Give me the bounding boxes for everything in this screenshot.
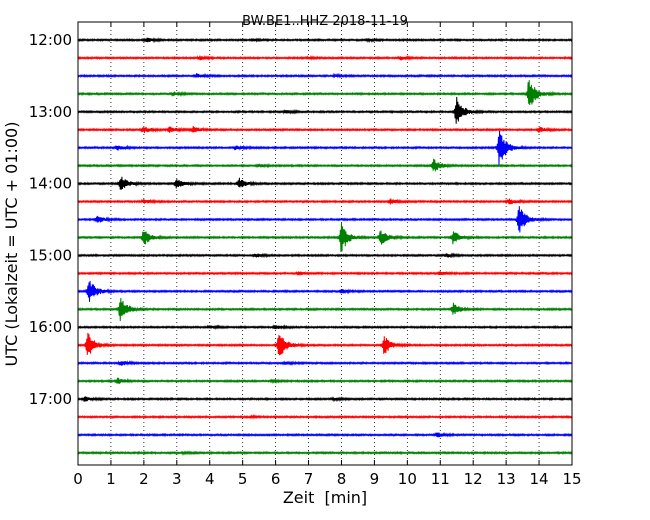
- seismic-trace-line: [77, 377, 573, 385]
- x-tick-label: 2: [139, 470, 149, 488]
- seismic-trace-line: [77, 72, 573, 79]
- x-tick-label: 5: [238, 470, 248, 488]
- seismic-trace-line: [77, 252, 573, 259]
- x-axis-label: Zeit [min]: [283, 488, 367, 507]
- seismic-trace-line: [77, 125, 573, 134]
- x-tick-label: 13: [497, 470, 516, 488]
- seismic-trace-line: [77, 333, 573, 356]
- seismic-trace-line: [77, 158, 573, 172]
- x-tick-label: 8: [337, 470, 347, 488]
- seismic-trace-line: [77, 80, 573, 105]
- seismic-trace-line: [77, 360, 573, 366]
- seismic-trace-line: [77, 413, 573, 420]
- seismic-trace-line: [77, 324, 573, 331]
- y-tick-label: 15:00: [29, 246, 72, 264]
- seismic-trace-line: [77, 270, 573, 276]
- y-tick-label: 14:00: [29, 175, 72, 193]
- seismic-trace-line: [77, 297, 573, 322]
- y-axis: 12:00 13:00 14:00 15:00 16:00 17:00: [29, 31, 83, 408]
- seismic-trace-line: [77, 450, 573, 456]
- y-tick-label: 17:00: [29, 390, 72, 408]
- y-axis-label: UTC (Lokalzeit = UTC + 01:00): [2, 122, 21, 367]
- x-tick-label: 10: [398, 470, 417, 488]
- seismic-trace-line: [77, 54, 573, 61]
- seismic-trace-line: [77, 222, 573, 253]
- seismic-trace-line: [77, 37, 573, 44]
- x-tick-label: 7: [304, 470, 314, 488]
- seismic-trace-line: [77, 176, 573, 190]
- x-tick-label: 9: [370, 470, 380, 488]
- plot-frame: [77, 21, 573, 466]
- x-tick-label: 15: [562, 470, 581, 488]
- x-tick-label: 12: [464, 470, 483, 488]
- seismic-trace-line: [77, 432, 573, 438]
- x-tick-label: 14: [530, 470, 549, 488]
- x-tick-label: 6: [271, 470, 281, 488]
- x-axis: 0 1 2 3 4 5 6 7 8 9 10 11 12 13 14 15: [73, 22, 582, 488]
- x-tick-label: 1: [106, 470, 116, 488]
- traces: [77, 37, 573, 456]
- y-tick-label: 16:00: [29, 318, 72, 336]
- seismic-trace-line: [77, 206, 573, 233]
- seismic-trace-line: [77, 96, 573, 124]
- seismic-trace-line: [77, 130, 573, 166]
- x-tick-label: 4: [205, 470, 215, 488]
- y-tick-label: 13:00: [29, 103, 72, 121]
- y-tick-label: 12:00: [29, 31, 72, 49]
- x-tick-label: 11: [431, 470, 450, 488]
- x-tick-label: 3: [172, 470, 182, 488]
- x-tick-label: 0: [73, 470, 83, 488]
- seismic-trace-line: [77, 396, 573, 403]
- seismic-trace-line: [77, 280, 573, 302]
- seismic-trace-line: [77, 198, 573, 205]
